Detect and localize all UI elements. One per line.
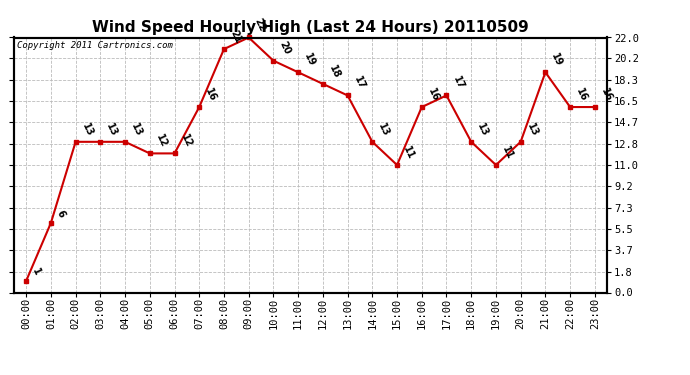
Title: Wind Speed Hourly High (Last 24 Hours) 20110509: Wind Speed Hourly High (Last 24 Hours) 2…	[92, 20, 529, 35]
Text: 16: 16	[426, 86, 441, 103]
Text: 19: 19	[549, 52, 564, 68]
Text: 17: 17	[451, 75, 466, 91]
Text: 19: 19	[302, 52, 317, 68]
Text: Copyright 2011 Cartronics.com: Copyright 2011 Cartronics.com	[17, 41, 172, 50]
Text: 22: 22	[253, 17, 268, 33]
Text: 6: 6	[55, 209, 67, 219]
Text: 17: 17	[352, 75, 366, 91]
Text: 11: 11	[500, 144, 515, 161]
Text: 13: 13	[129, 121, 144, 138]
Text: 21: 21	[228, 28, 243, 45]
Text: 16: 16	[204, 86, 218, 103]
Text: 13: 13	[525, 121, 540, 138]
Text: 12: 12	[179, 133, 193, 149]
Text: 20: 20	[277, 40, 293, 57]
Text: 13: 13	[80, 121, 95, 138]
Text: 12: 12	[154, 133, 169, 149]
Text: 11: 11	[401, 144, 416, 161]
Text: 1: 1	[30, 266, 42, 277]
Text: 16: 16	[574, 86, 589, 103]
Text: 18: 18	[327, 63, 342, 80]
Text: 13: 13	[104, 121, 119, 138]
Text: 13: 13	[475, 121, 490, 138]
Text: 13: 13	[377, 121, 391, 138]
Text: 16: 16	[599, 86, 614, 103]
